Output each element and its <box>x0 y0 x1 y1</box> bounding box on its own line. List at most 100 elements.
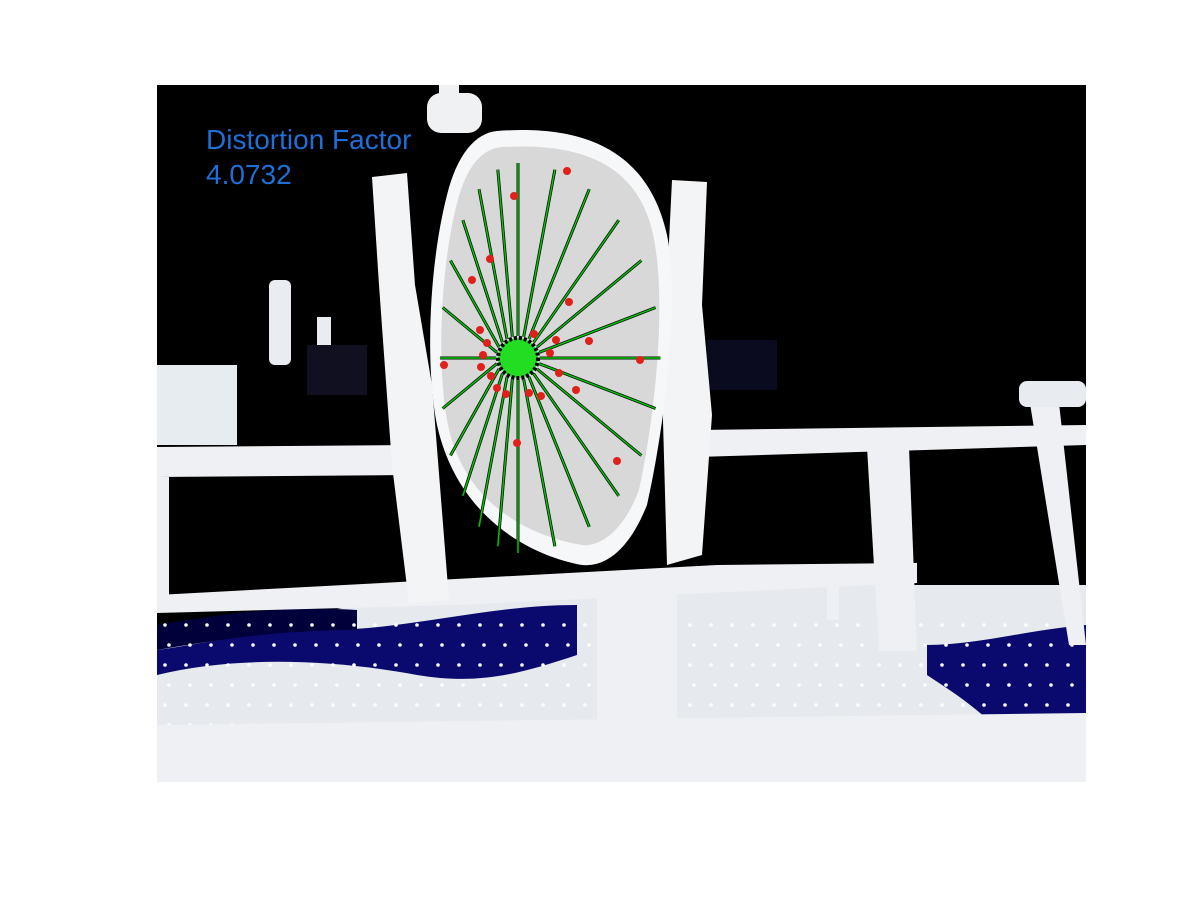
table-hole <box>1049 683 1053 687</box>
table-hole <box>457 703 461 707</box>
table-hole <box>545 643 549 647</box>
table-hole <box>356 643 360 647</box>
table-hole <box>982 663 986 667</box>
table-hole <box>377 683 381 687</box>
table-hole <box>730 703 734 707</box>
table-hole <box>814 663 818 667</box>
table-hole <box>1049 643 1053 647</box>
table-hole <box>440 643 444 647</box>
table-hole <box>398 643 402 647</box>
detected-point <box>440 361 448 369</box>
table-hole <box>734 683 738 687</box>
table-hole <box>961 663 965 667</box>
table-hole <box>335 683 339 687</box>
detected-point <box>546 349 554 357</box>
table-hole <box>331 623 335 627</box>
table-hole <box>373 663 377 667</box>
table-hole <box>272 643 276 647</box>
table-hole <box>167 643 171 647</box>
table-hole <box>751 623 755 627</box>
detected-point <box>525 389 533 397</box>
table-hole <box>818 643 822 647</box>
table-hole <box>751 663 755 667</box>
table-hole <box>1066 703 1070 707</box>
table-hole <box>709 703 713 707</box>
spoke <box>462 219 504 343</box>
table-hole <box>394 703 398 707</box>
table-hole <box>482 683 486 687</box>
table-hole <box>713 643 717 647</box>
table-hole <box>961 703 965 707</box>
table-hole <box>209 643 213 647</box>
table-hole <box>205 663 209 667</box>
table-hole <box>860 643 864 647</box>
table-hole <box>1045 663 1049 667</box>
table-hole <box>499 703 503 707</box>
detected-point <box>572 386 580 394</box>
table-hole <box>986 683 990 687</box>
table-hole <box>247 663 251 667</box>
table-hole <box>902 683 906 687</box>
table-hole <box>772 623 776 627</box>
table-hole <box>167 683 171 687</box>
table-hole <box>776 643 780 647</box>
table-hole <box>163 703 167 707</box>
detected-point <box>493 384 501 392</box>
table-hole <box>713 683 717 687</box>
table-hole <box>772 663 776 667</box>
detected-point <box>468 276 476 284</box>
table-hole <box>352 703 356 707</box>
spoke <box>497 169 514 337</box>
table-hole <box>1007 683 1011 687</box>
table-hole <box>776 683 780 687</box>
table-hole <box>860 683 864 687</box>
table-hole <box>520 623 524 627</box>
table-hole <box>797 643 801 647</box>
table-hole <box>251 683 255 687</box>
table-hole <box>247 623 251 627</box>
table-hole <box>352 663 356 667</box>
detected-point <box>476 326 484 334</box>
table-hole <box>1007 643 1011 647</box>
table-hole <box>230 643 234 647</box>
table-hole <box>688 623 692 627</box>
table-hole <box>835 663 839 667</box>
table-hole <box>289 623 293 627</box>
table-hole <box>587 643 591 647</box>
table-hole <box>163 623 167 627</box>
table-hole <box>230 683 234 687</box>
table-hole <box>818 683 822 687</box>
detected-point <box>513 439 521 447</box>
spoke <box>528 188 590 340</box>
spoke <box>532 373 620 497</box>
table-hole <box>730 663 734 667</box>
spoke <box>536 368 642 457</box>
table-hole <box>461 683 465 687</box>
table-hole <box>1024 663 1028 667</box>
detected-point <box>552 336 560 344</box>
detected-point <box>479 351 487 359</box>
left-equipment <box>157 280 367 445</box>
target-spokes <box>440 163 661 553</box>
table-hole <box>688 663 692 667</box>
table-hole <box>436 663 440 667</box>
table-hole <box>965 683 969 687</box>
table-hole <box>314 683 318 687</box>
spoke <box>523 169 556 337</box>
table-hole <box>692 683 696 687</box>
table-hole <box>247 703 251 707</box>
table-hole <box>919 663 923 667</box>
table-hole <box>587 683 591 687</box>
table-hole <box>856 623 860 627</box>
table-hole <box>793 703 797 707</box>
table-hole <box>289 703 293 707</box>
table-hole <box>919 703 923 707</box>
table-hole <box>205 703 209 707</box>
table-hole <box>793 623 797 627</box>
table-hole <box>814 623 818 627</box>
spoke <box>478 376 508 528</box>
table-hole <box>566 683 570 687</box>
detected-point <box>477 363 485 371</box>
table-hole <box>268 663 272 667</box>
table-hole <box>755 683 759 687</box>
